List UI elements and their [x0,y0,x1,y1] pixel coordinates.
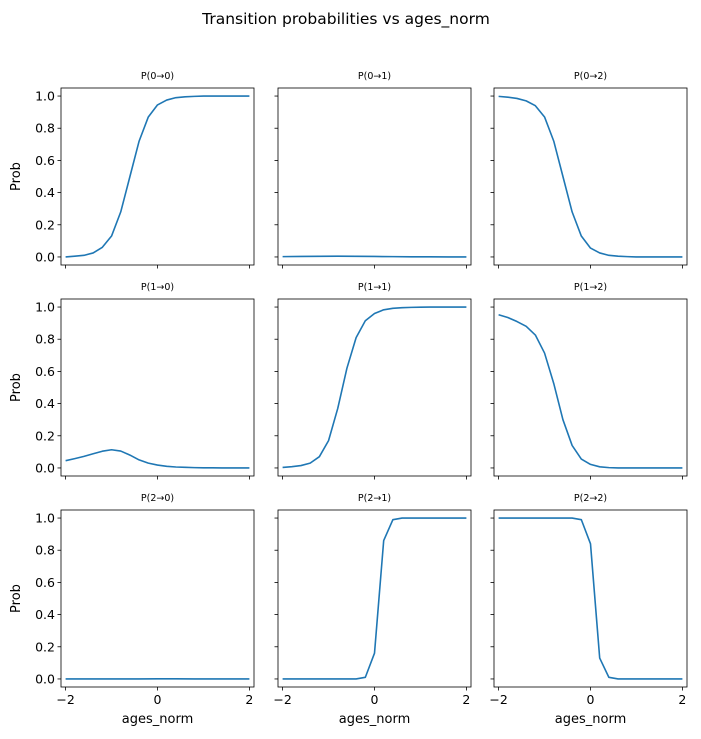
y-tick-label: 0.6 [35,575,55,590]
x-tick-label: 2 [245,692,253,707]
subplot-title: P(2→1) [358,493,391,504]
y-tick-label: 0.0 [35,671,55,686]
subplot-2-2: P(2→2) −2 0 2 ages_norm [489,493,688,727]
x-tick-label: 0 [154,692,162,707]
y-tick-label: 0.4 [35,185,55,200]
y-tick-label: 0.6 [35,153,55,168]
x-tick-label: 2 [678,692,686,707]
series-line [282,255,467,258]
x-tick-label: 0 [371,692,379,707]
y-tick-label: 0.8 [35,121,55,136]
y-tick-label: 0.2 [35,217,55,232]
subplot-1-1: P(1→1) [274,282,472,480]
x-tick-label: −2 [489,692,507,707]
series-line [498,314,683,469]
y-tick-label: 0.6 [35,364,55,379]
y-tick-label: 1.0 [35,300,55,315]
x-axis-label: ages_norm [339,712,410,727]
figure-title: Transition probabilities vs ages_norm [201,10,490,29]
y-tick-label: 0.2 [35,428,55,443]
x-tick-label: −2 [56,692,74,707]
y-tick-label: 0.0 [35,460,55,475]
x-tick-label: 2 [462,692,470,707]
series-line [282,306,467,469]
x-axis-label: ages_norm [122,712,193,727]
subplot-title: P(0→1) [358,71,391,82]
x-tick-label: 0 [587,692,595,707]
series-line [498,517,683,680]
series-line [65,95,250,258]
y-tick-label: 0.4 [35,607,55,622]
subplot-1-2: P(1→2) [490,282,688,480]
x-tick-label: −2 [273,692,291,707]
y-tick-label: 0.2 [35,639,55,654]
y-tick-label: 0.4 [35,396,55,411]
subplot-2-1: P(2→1) −2 0 2 ages_norm [273,493,472,727]
subplot-title: P(2→0) [141,493,174,504]
subplot-2-0: P(2→0) 0.0 0.2 0.4 0.6 0.8 1.0 −2 0 2 Prob ages_nor… [9,493,255,727]
x-axis-label: ages_norm [555,712,626,727]
series-line [65,448,250,469]
y-tick-label: 1.0 [35,511,55,526]
y-axis-label: Prob [9,162,24,191]
subplot-title: P(0→2) [574,71,607,82]
series-line [498,95,683,258]
subplot-title: P(1→1) [358,282,391,293]
y-tick-label: 0.8 [35,543,55,558]
subplot-grid: P(0→0) 0.0 0.2 0.4 0.6 0.8 1.0 Prob P(0→1) P(0→2)… [9,71,688,727]
series-line [282,517,467,680]
subplot-0-0: P(0→0) 0.0 0.2 0.4 0.6 0.8 1.0 Prob [9,71,255,269]
y-axis-label: Prob [9,584,24,613]
subplot-title: P(1→0) [141,282,174,293]
subplot-title: P(2→2) [574,493,607,504]
subplot-0-1: P(0→1) [274,71,472,269]
y-tick-label: 0.0 [35,249,55,264]
y-tick-label: 1.0 [35,89,55,104]
subplot-title: P(0→0) [141,71,174,82]
subplot-0-2: P(0→2) [490,71,688,269]
y-axis-label: Prob [9,373,24,402]
subplot-1-0: P(1→0) 0.0 0.2 0.4 0.6 0.8 1.0 Prob [9,282,255,480]
subplot-title: P(1→2) [574,282,607,293]
y-tick-label: 0.8 [35,332,55,347]
